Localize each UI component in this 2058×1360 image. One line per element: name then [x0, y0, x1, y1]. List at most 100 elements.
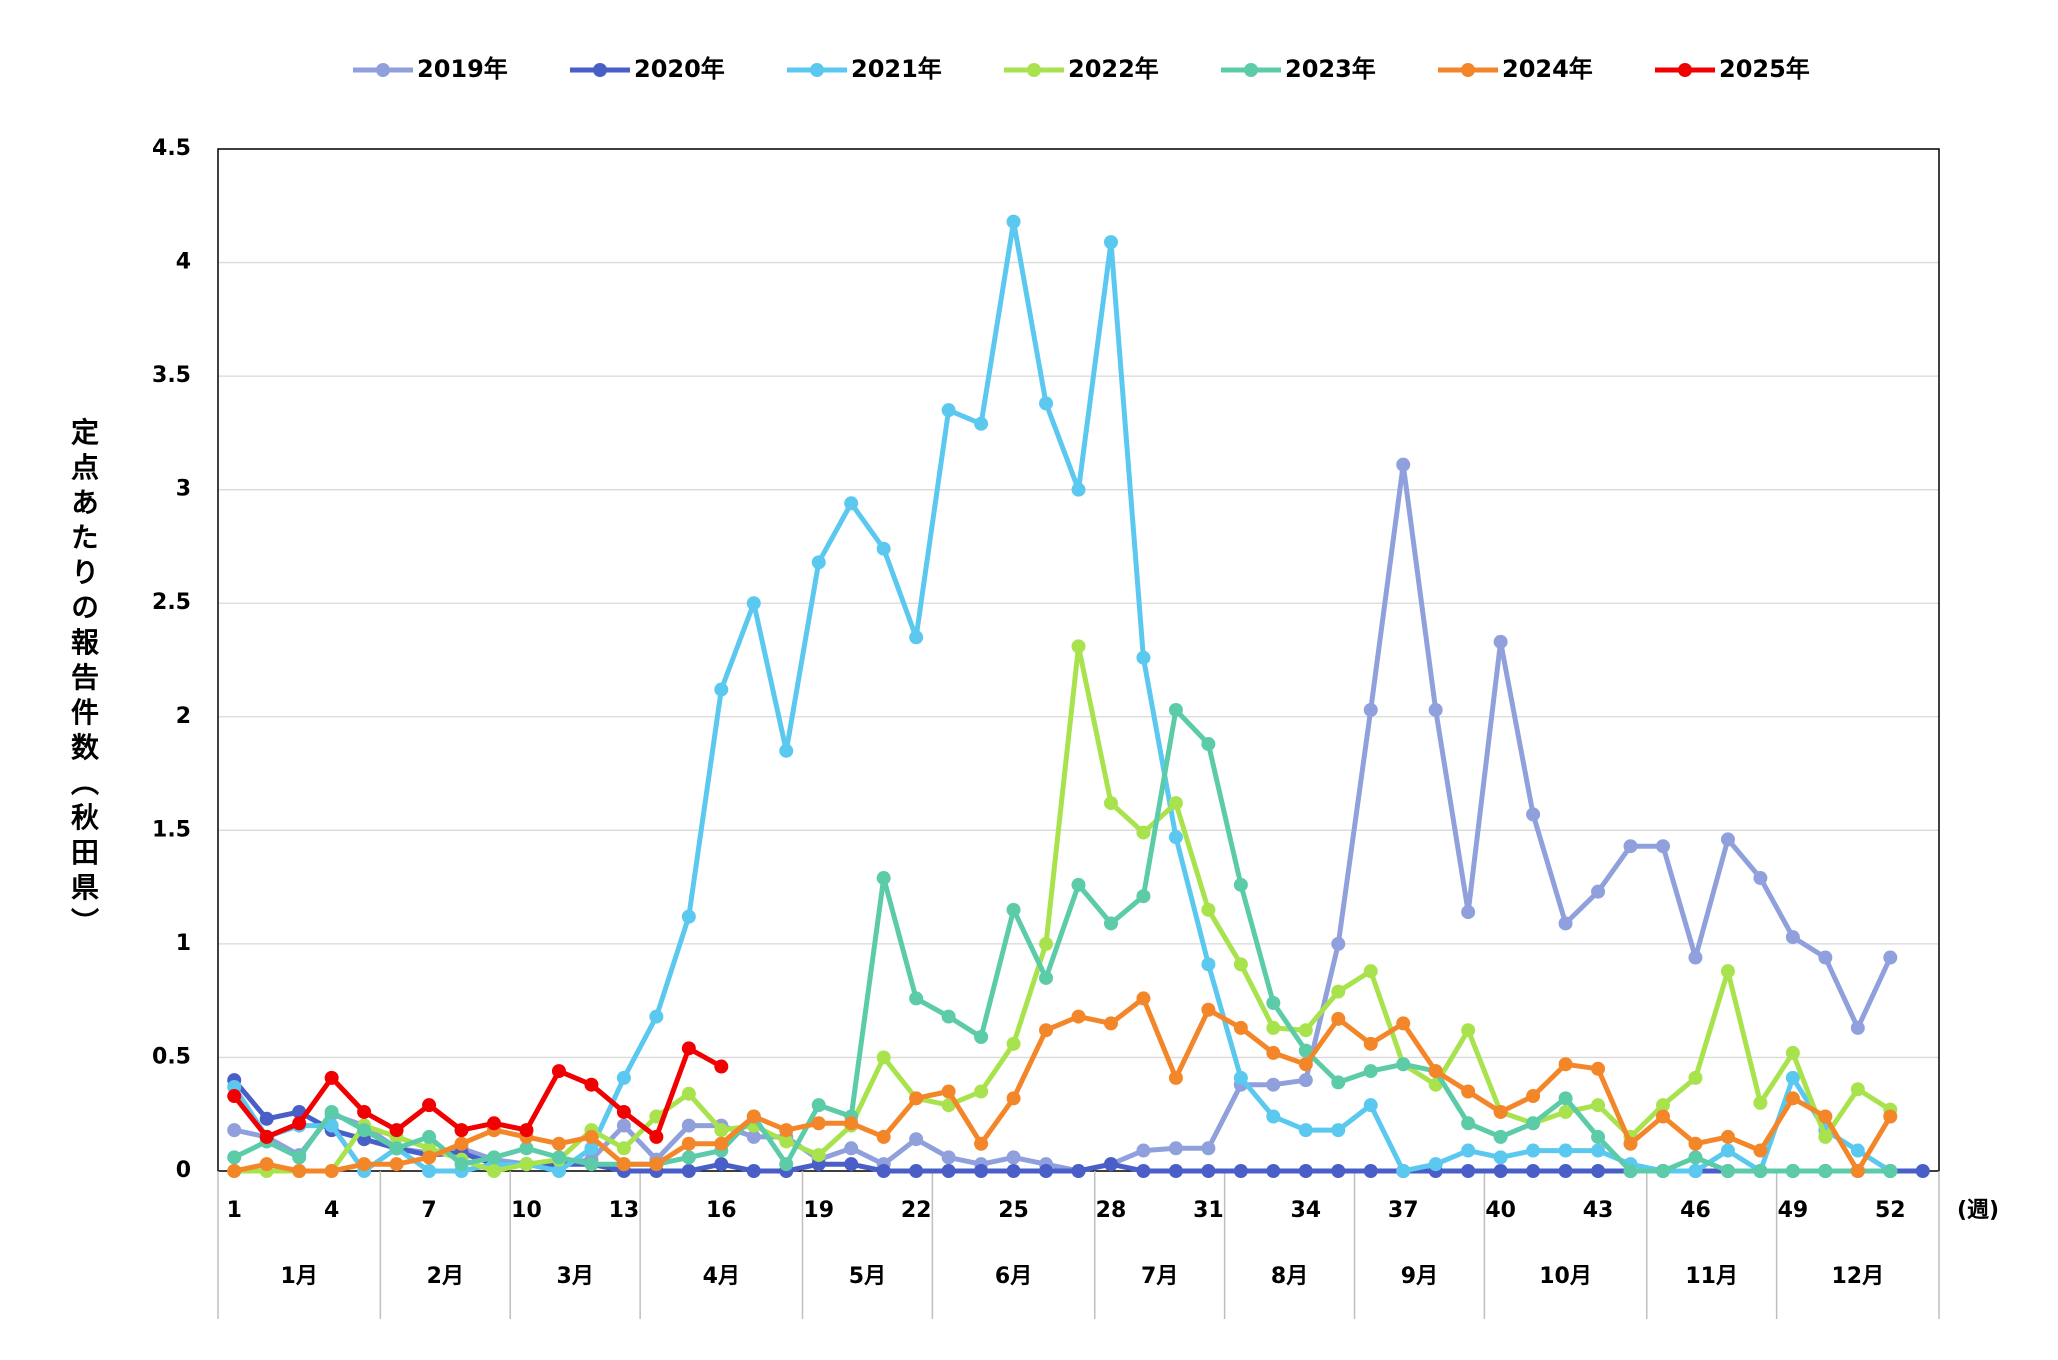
data-point [259, 1129, 274, 1144]
data-point [876, 1050, 891, 1065]
data-point [1428, 1064, 1443, 1079]
x-tick-label: 13 [609, 1198, 640, 1223]
data-point [551, 1136, 566, 1151]
data-point [779, 1123, 794, 1138]
data-point [649, 1129, 664, 1144]
data-point [1850, 1164, 1865, 1178]
data-point [1461, 1023, 1476, 1038]
data-point [1331, 936, 1346, 951]
data-point [1558, 1057, 1573, 1072]
data-point [1168, 796, 1183, 811]
x-tick-label: 31 [1193, 1198, 1224, 1223]
data-point [1331, 1123, 1346, 1138]
data-point [941, 1164, 956, 1178]
data-point [844, 496, 859, 511]
data-point [681, 1118, 696, 1133]
data-point [584, 1141, 599, 1156]
data-point [1363, 1098, 1378, 1113]
data-point [779, 1134, 794, 1149]
data-point [649, 1009, 664, 1024]
data-point [1591, 1164, 1606, 1178]
data-point [1201, 737, 1216, 752]
data-point [1461, 1143, 1476, 1158]
data-point [616, 1104, 631, 1119]
data-point [1039, 970, 1054, 985]
data-point [1526, 1143, 1541, 1158]
data-point [1850, 1082, 1865, 1097]
data-point [1655, 1098, 1670, 1113]
data-point [1071, 877, 1086, 892]
data-point [1883, 1109, 1898, 1124]
data-point [1363, 1064, 1378, 1079]
data-point [649, 1109, 664, 1124]
data-point [1493, 1129, 1508, 1144]
data-point [616, 1070, 631, 1085]
x-unit-label: (週) [1957, 1198, 1999, 1223]
data-point [844, 1141, 859, 1156]
x-tick-label: 7 [421, 1198, 436, 1223]
y-tick-label: 1 [176, 931, 191, 956]
data-point [1298, 1057, 1313, 1072]
data-point [1233, 1020, 1248, 1035]
data-point [259, 1157, 274, 1172]
data-point [681, 909, 696, 924]
month-label: 1月 [281, 1264, 318, 1289]
data-point [1266, 1077, 1281, 1092]
data-point [1461, 1084, 1476, 1099]
data-point [422, 1129, 437, 1144]
data-point [746, 1129, 761, 1144]
y-tick-label: 3.5 [152, 363, 191, 388]
data-point [1168, 1070, 1183, 1085]
data-point [551, 1150, 566, 1165]
data-point [974, 1164, 989, 1178]
data-point [454, 1136, 469, 1151]
data-point [1753, 1164, 1768, 1178]
y-tick-label: 2 [176, 704, 191, 729]
x-tick-label: 43 [1583, 1198, 1614, 1223]
data-point [811, 1148, 826, 1163]
data-point [389, 1123, 404, 1138]
data-point [1461, 905, 1476, 920]
data-point [1558, 1091, 1573, 1106]
x-tick-label: 16 [706, 1198, 737, 1223]
data-point [1850, 1020, 1865, 1035]
month-label: 6月 [995, 1264, 1032, 1289]
data-point [1006, 214, 1021, 229]
data-point [681, 1086, 696, 1101]
data-point [1688, 1150, 1703, 1165]
month-label: 11月 [1685, 1264, 1738, 1289]
data-point [746, 1164, 761, 1178]
data-point [844, 1116, 859, 1131]
data-point [1785, 1070, 1800, 1085]
legend-marker [1678, 63, 1692, 77]
data-point [844, 1157, 859, 1172]
data-point [519, 1141, 534, 1156]
data-point [1591, 1143, 1606, 1158]
data-point [1331, 1075, 1346, 1090]
data-point [1428, 702, 1443, 717]
data-point [1201, 902, 1216, 917]
data-point [1526, 1089, 1541, 1104]
data-point [227, 1123, 242, 1138]
data-point [551, 1064, 566, 1079]
month-label: 3月 [557, 1264, 594, 1289]
data-point [454, 1123, 469, 1138]
x-tick-label: 40 [1485, 1198, 1516, 1223]
data-point [1136, 1164, 1151, 1178]
data-point [1396, 1164, 1411, 1178]
data-point [1396, 1057, 1411, 1072]
x-tick-label: 19 [803, 1198, 834, 1223]
data-point [357, 1157, 372, 1172]
series-line [232, 219, 1892, 1174]
data-point [389, 1157, 404, 1172]
data-point [974, 1030, 989, 1045]
data-point [227, 1150, 242, 1165]
data-point [1850, 1143, 1865, 1158]
series-line [233, 707, 1891, 1174]
data-point [324, 1118, 339, 1133]
data-point [324, 1070, 339, 1085]
data-point [1591, 1129, 1606, 1144]
data-point [584, 1077, 599, 1092]
data-point [811, 1116, 826, 1131]
